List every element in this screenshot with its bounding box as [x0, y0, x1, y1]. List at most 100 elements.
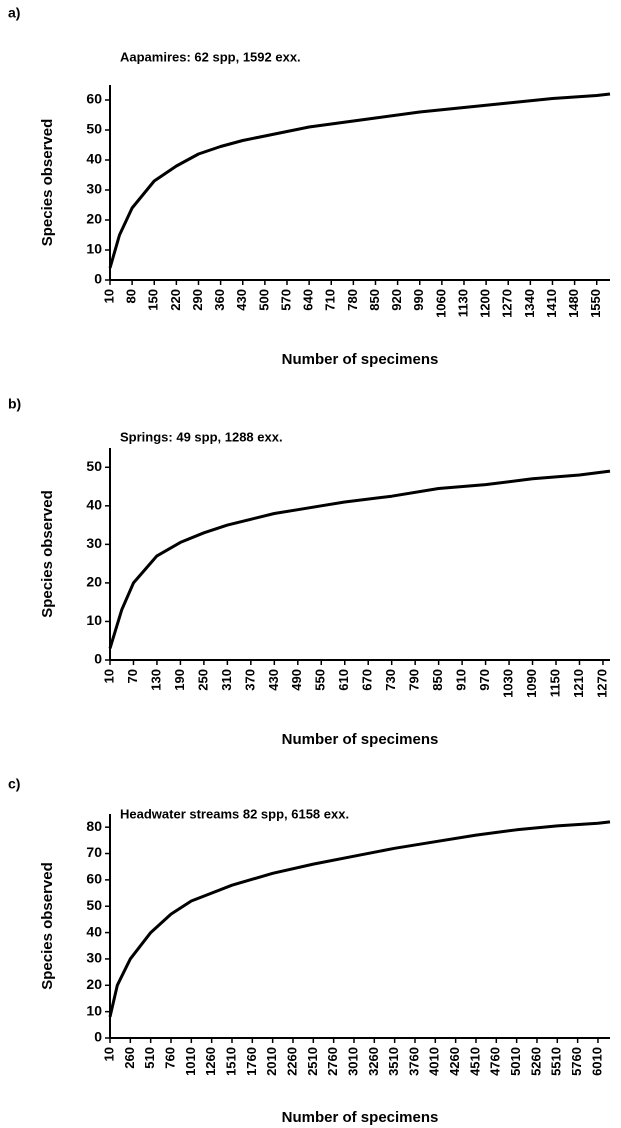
x-tick-label: 990: [411, 289, 426, 311]
x-tick-label: 10: [101, 669, 116, 683]
x-tick-label: 1150: [547, 669, 562, 697]
y-tick-label: 30: [86, 950, 102, 966]
x-tick-label: 6010: [589, 1047, 604, 1076]
x-axis-label: Number of specimens: [282, 351, 439, 368]
y-tick-label: 20: [86, 211, 102, 227]
x-tick-label: 1030: [500, 669, 515, 698]
chart-title: Springs: 49 spp, 1288 exx.: [120, 429, 283, 444]
y-tick-label: 30: [86, 535, 102, 551]
x-tick-label: 500: [256, 289, 271, 311]
y-tick-label: 10: [86, 241, 102, 257]
y-tick-label: 30: [86, 181, 102, 197]
x-axis-label: Number of specimens: [282, 1109, 439, 1126]
x-tick-label: 670: [360, 669, 375, 691]
y-tick-label: 50: [86, 897, 102, 913]
x-tick-label: 10: [101, 1047, 116, 1061]
x-tick-label: 4010: [427, 1047, 442, 1076]
x-tick-label: 1010: [183, 1047, 198, 1076]
x-tick-label: 510: [142, 1047, 157, 1069]
y-tick-label: 0: [94, 1029, 102, 1045]
x-axis-label: Number of specimens: [282, 731, 439, 748]
x-tick-label: 1060: [433, 289, 448, 318]
y-tick-label: 10: [86, 1002, 102, 1018]
x-tick-label: 1210: [571, 669, 586, 698]
y-tick-label: 70: [86, 844, 102, 860]
x-tick-label: 10: [101, 289, 116, 303]
y-axis-label: Species observed: [39, 862, 56, 990]
x-tick-label: 430: [234, 289, 249, 311]
x-tick-label: 730: [383, 669, 398, 691]
x-tick-label: 850: [367, 289, 382, 311]
y-tick-label: 40: [86, 923, 102, 939]
x-tick-label: 2010: [264, 1047, 279, 1076]
x-tick-label: 80: [124, 289, 139, 303]
y-axis-label: Species observed: [39, 490, 56, 618]
x-tick-label: 3760: [406, 1047, 421, 1076]
x-tick-label: 1480: [566, 289, 581, 318]
x-tick-label: 760: [162, 1047, 177, 1069]
panel-label: a): [8, 5, 20, 21]
x-tick-label: 1270: [500, 289, 515, 318]
x-tick-label: 370: [242, 669, 257, 691]
y-tick-label: 60: [86, 91, 102, 107]
y-tick-label: 0: [94, 651, 102, 667]
x-tick-label: 550: [313, 669, 328, 691]
x-tick-label: 290: [190, 289, 205, 311]
x-tick-label: 5510: [549, 1047, 564, 1076]
x-tick-label: 1760: [244, 1047, 259, 1076]
y-tick-label: 80: [86, 818, 102, 834]
x-tick-label: 1270: [594, 669, 609, 698]
panel-label: c): [8, 776, 20, 792]
x-tick-label: 920: [389, 289, 404, 311]
x-tick-label: 1200: [478, 289, 493, 318]
panel-label: b): [8, 396, 21, 412]
x-tick-label: 250: [195, 669, 210, 691]
x-tick-label: 790: [407, 669, 422, 691]
y-tick-label: 50: [86, 121, 102, 137]
x-tick-label: 5260: [528, 1047, 543, 1076]
x-tick-label: 1550: [588, 289, 603, 318]
x-tick-label: 490: [289, 669, 304, 691]
x-tick-label: 3260: [366, 1047, 381, 1076]
y-axis-label: Species observed: [39, 119, 56, 247]
x-tick-label: 970: [477, 669, 492, 691]
x-tick-label: 430: [266, 669, 281, 691]
x-tick-label: 4260: [447, 1047, 462, 1076]
x-tick-label: 260: [122, 1047, 137, 1069]
x-tick-label: 70: [125, 669, 140, 683]
x-tick-label: 780: [345, 289, 360, 311]
chart-title: Headwater streams 82 spp, 6158 exx.: [120, 806, 349, 821]
x-tick-label: 910: [454, 669, 469, 691]
x-tick-label: 710: [323, 289, 338, 311]
curve: [108, 469, 611, 649]
x-tick-label: 310: [219, 669, 234, 691]
chart-title: Aapamires: 62 spp, 1592 exx.: [120, 49, 301, 64]
y-tick-label: 60: [86, 871, 102, 887]
x-tick-label: 1510: [223, 1047, 238, 1076]
x-tick-label: 220: [168, 289, 183, 311]
x-tick-label: 570: [278, 289, 293, 311]
y-tick-label: 40: [86, 151, 102, 167]
x-tick-label: 4510: [467, 1047, 482, 1076]
x-tick-label: 360: [212, 289, 227, 311]
curve: [108, 92, 611, 269]
y-tick-label: 20: [86, 976, 102, 992]
x-tick-label: 1340: [522, 289, 537, 318]
y-tick-label: 40: [86, 497, 102, 513]
x-tick-label: 1090: [524, 669, 539, 698]
x-tick-label: 2260: [284, 1047, 299, 1076]
x-tick-label: 5760: [569, 1047, 584, 1076]
x-tick-label: 610: [336, 669, 351, 691]
x-tick-label: 640: [301, 289, 316, 311]
x-tick-label: 190: [172, 669, 187, 691]
x-tick-label: 130: [148, 669, 163, 691]
x-tick-label: 850: [430, 669, 445, 691]
x-tick-label: 1410: [544, 289, 559, 318]
x-tick-label: 2760: [325, 1047, 340, 1076]
curve: [108, 820, 611, 1018]
y-tick-label: 50: [86, 458, 102, 474]
x-tick-label: 2510: [305, 1047, 320, 1076]
y-tick-label: 10: [86, 612, 102, 628]
x-tick-label: 1130: [455, 289, 470, 317]
